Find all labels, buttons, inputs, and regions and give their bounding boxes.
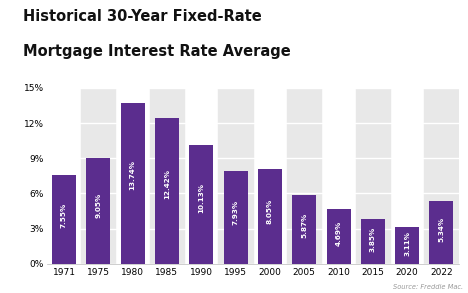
Bar xyxy=(155,118,179,264)
Bar xyxy=(327,209,351,264)
Bar xyxy=(224,171,248,264)
Text: 5.87%: 5.87% xyxy=(301,213,307,239)
Text: 3.85%: 3.85% xyxy=(370,226,376,251)
Text: 8.05%: 8.05% xyxy=(267,199,273,224)
Bar xyxy=(52,175,76,264)
Bar xyxy=(258,169,282,264)
Text: Historical 30-Year Fixed-Rate: Historical 30-Year Fixed-Rate xyxy=(23,9,262,24)
Text: 7.93%: 7.93% xyxy=(233,200,239,225)
Text: Mortgage Interest Rate Average: Mortgage Interest Rate Average xyxy=(23,44,291,59)
Bar xyxy=(361,219,385,264)
Bar xyxy=(292,195,316,264)
Bar xyxy=(356,88,390,264)
Bar xyxy=(395,227,419,264)
Bar xyxy=(86,158,110,264)
Bar xyxy=(189,145,213,264)
Text: 7.55%: 7.55% xyxy=(61,202,67,228)
Bar xyxy=(81,88,116,264)
Text: 3.11%: 3.11% xyxy=(404,231,410,256)
Text: Source: Freddie Mac.: Source: Freddie Mac. xyxy=(393,284,463,290)
Bar xyxy=(150,88,184,264)
Text: 9.05%: 9.05% xyxy=(95,193,101,218)
Text: 5.34%: 5.34% xyxy=(439,217,445,242)
Bar xyxy=(430,201,453,264)
Bar xyxy=(424,88,459,264)
Text: 4.69%: 4.69% xyxy=(336,221,342,246)
Bar xyxy=(219,88,253,264)
Bar xyxy=(287,88,322,264)
Bar xyxy=(121,103,145,264)
Text: 10.13%: 10.13% xyxy=(198,183,204,213)
Text: 13.74%: 13.74% xyxy=(130,160,136,190)
Text: 12.42%: 12.42% xyxy=(164,169,170,199)
